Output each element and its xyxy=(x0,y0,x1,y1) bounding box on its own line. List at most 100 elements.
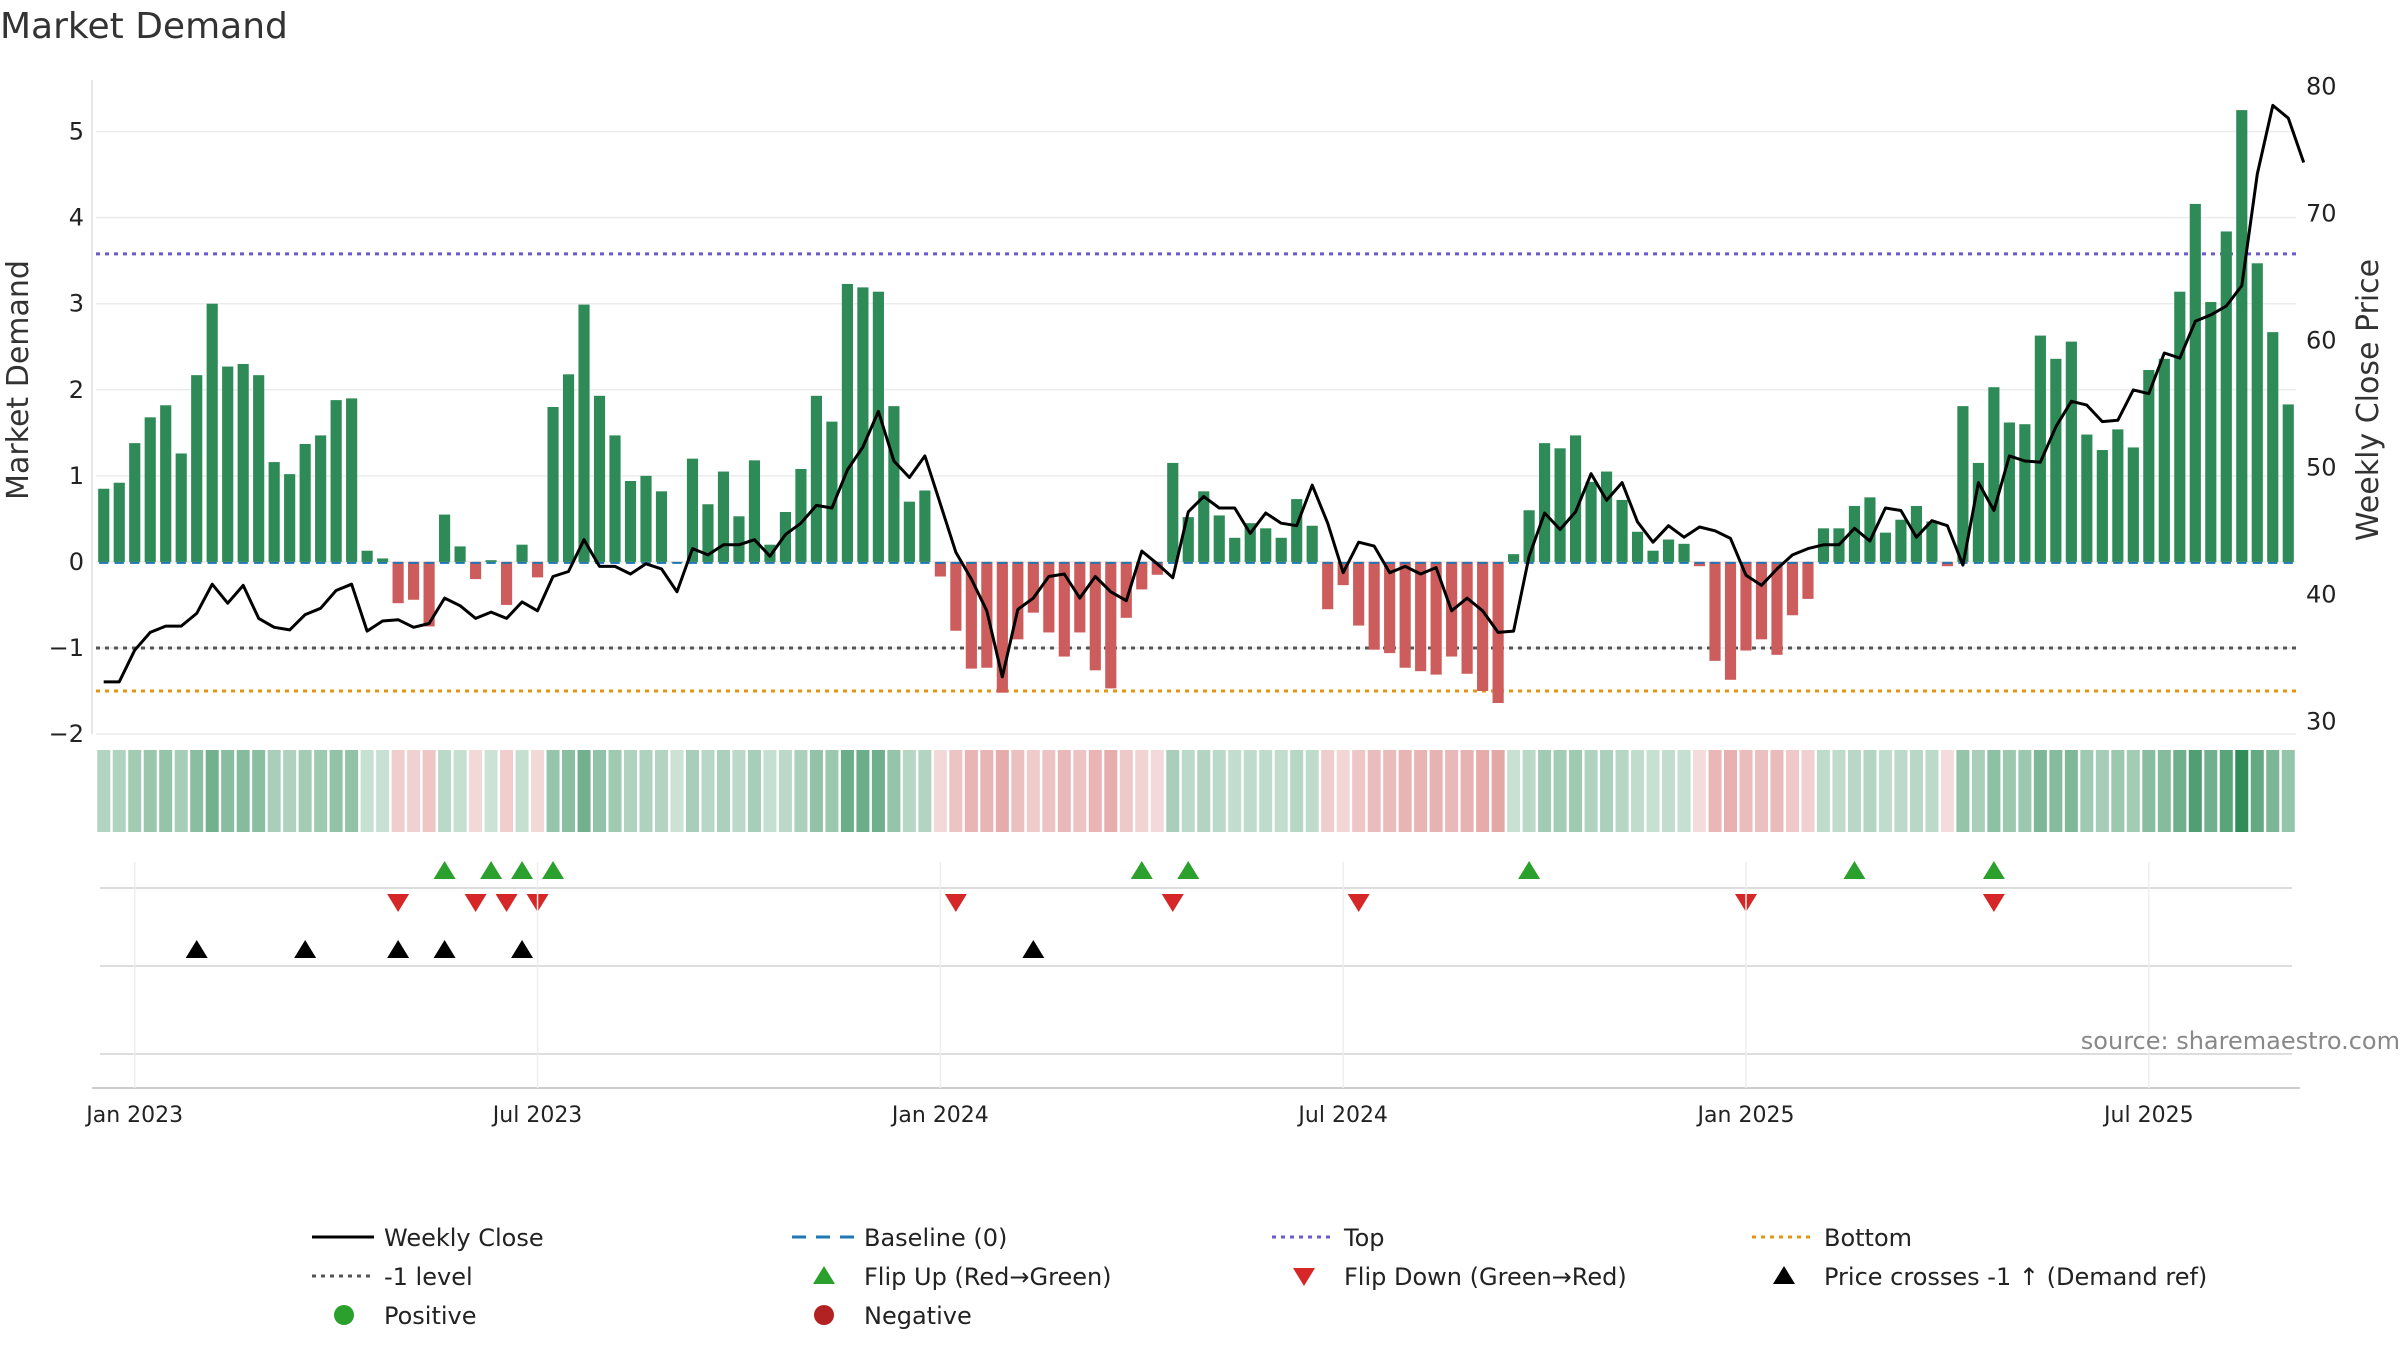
demand-bar xyxy=(2081,434,2093,562)
heat-cell xyxy=(190,750,204,832)
heat-cell xyxy=(2142,750,2156,832)
heat-cell xyxy=(1305,750,1319,832)
demand-bar xyxy=(1755,561,1768,640)
heat-cell xyxy=(1863,750,1877,832)
demand-bar xyxy=(1941,561,1953,567)
legend-item: Flip Down (Green→Red) xyxy=(1293,1263,1627,1291)
demand-bar xyxy=(392,561,404,604)
demand-bar xyxy=(1879,532,1892,562)
heat-cell xyxy=(453,750,467,832)
flip-down-marker xyxy=(944,894,967,912)
heat-cell xyxy=(1600,750,1614,832)
heat-cell xyxy=(1042,750,1056,832)
demand-bar xyxy=(1306,525,1318,562)
demand-bar xyxy=(1585,481,1597,562)
heat-cell xyxy=(1491,750,1505,832)
left-y-tick-label: 0 xyxy=(69,548,84,576)
chart-title: Market Demand xyxy=(0,6,288,47)
heat-cell xyxy=(546,750,560,832)
heat-cell xyxy=(1073,750,1087,832)
price-cross-marker xyxy=(1022,940,1045,958)
demand-bar xyxy=(702,504,714,562)
demand-bar xyxy=(624,481,637,562)
demand-heat-strip xyxy=(97,750,2295,832)
heat-cell xyxy=(360,750,374,832)
x-tick-label: Jan 2024 xyxy=(890,1103,989,1128)
demand-bar xyxy=(1415,561,1427,672)
left-y-axis-label: Market Demand xyxy=(1,260,36,500)
heat-cell xyxy=(407,750,421,832)
heat-cell xyxy=(1197,750,1211,832)
heat-cell xyxy=(1739,750,1753,832)
heat-cell xyxy=(1290,750,1304,832)
heat-cell xyxy=(732,750,746,832)
heat-cell xyxy=(1135,750,1149,832)
heat-cell xyxy=(1785,750,1799,832)
demand-bar xyxy=(2205,302,2217,562)
legend-item: Positive xyxy=(334,1302,477,1330)
heat-cell xyxy=(438,750,452,832)
heat-cell xyxy=(391,750,405,832)
heat-cell xyxy=(685,750,699,832)
flip-up-marker xyxy=(511,861,534,879)
heat-cell xyxy=(624,750,638,832)
flip-up-marker xyxy=(1177,861,1200,879)
demand-bar xyxy=(2282,404,2294,562)
demand-bar xyxy=(1198,491,1210,562)
heat-cell xyxy=(283,750,297,832)
heat-cell xyxy=(716,750,730,832)
legend-swatch-negative xyxy=(814,1305,834,1325)
heat-cell xyxy=(1243,750,1257,832)
demand-bar xyxy=(1151,561,1163,575)
demand-bar xyxy=(1384,561,1396,654)
demand-bar xyxy=(2158,358,2170,562)
demand-bar xyxy=(1275,537,1287,562)
flip-down-marker xyxy=(495,894,518,912)
heat-cell xyxy=(2049,750,2063,832)
heat-cell xyxy=(1956,750,1970,832)
demand-bar xyxy=(2251,263,2263,562)
source-label: source: sharemaestro.com xyxy=(2081,1027,2400,1055)
legend-label: Price crosses -1 ↑ (Demand ref) xyxy=(1824,1263,2207,1291)
price-cross-marker xyxy=(511,940,534,958)
heat-cell xyxy=(1429,750,1443,832)
heat-cell xyxy=(1507,750,1521,832)
heat-cell xyxy=(1414,750,1428,832)
demand-bar xyxy=(1786,561,1799,616)
demand-bar xyxy=(253,375,265,562)
demand-bar xyxy=(1771,561,1783,655)
heat-cell xyxy=(778,750,792,832)
demand-bar xyxy=(1678,543,1690,562)
heat-cell xyxy=(143,750,157,832)
heat-cell xyxy=(1259,750,1273,832)
heat-cell xyxy=(1228,750,1242,832)
heat-cell xyxy=(2188,750,2202,832)
demand-bar xyxy=(268,462,280,562)
heat-cell xyxy=(1847,750,1861,832)
heat-cell xyxy=(1150,750,1164,832)
demand-bar xyxy=(717,471,730,562)
demand-bar xyxy=(1058,561,1070,657)
flip-down-marker xyxy=(1161,894,1184,912)
heat-cell xyxy=(1057,750,1071,832)
demand-bar xyxy=(857,287,869,562)
left-y-tick-label: 5 xyxy=(69,118,84,146)
demand-bar xyxy=(888,406,900,562)
legend-swatch-flip-up xyxy=(813,1266,835,1284)
demand-bar xyxy=(1864,497,1876,562)
heat-cell xyxy=(1352,750,1366,832)
heat-cell xyxy=(1569,750,1583,832)
demand-bar xyxy=(609,435,621,562)
flip-down-marker xyxy=(1982,894,2005,912)
demand-bar xyxy=(206,303,218,562)
right-y-tick-label: 60 xyxy=(2306,326,2337,354)
heat-cell xyxy=(298,750,312,832)
demand-bar xyxy=(1600,471,1613,562)
heat-cell xyxy=(97,750,111,832)
demand-bar xyxy=(191,375,203,562)
demand-bar xyxy=(1740,561,1752,651)
heat-cell xyxy=(1398,750,1412,832)
heat-cell xyxy=(2235,750,2249,832)
heat-cell xyxy=(654,750,668,832)
heat-cell xyxy=(1801,750,1815,832)
